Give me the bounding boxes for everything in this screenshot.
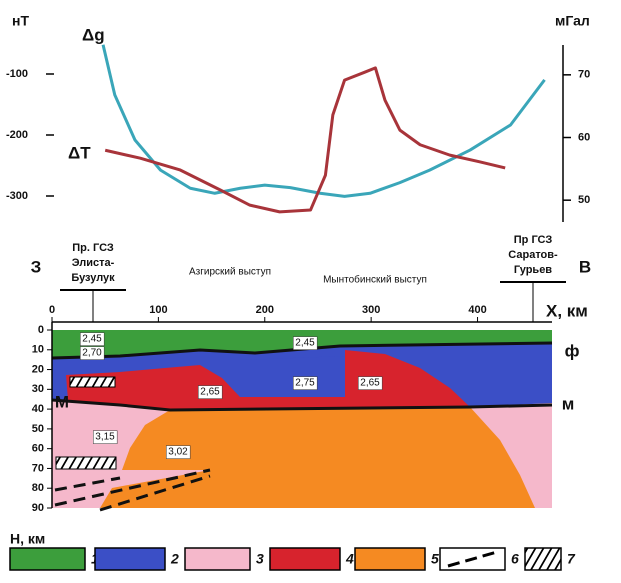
- data-line: [101, 44, 546, 198]
- y-tick-label: 20: [32, 363, 44, 375]
- y-axis-label: Н, км: [10, 531, 45, 547]
- profile-label: Гурьев: [514, 264, 552, 276]
- density-label: 2,45: [295, 338, 315, 349]
- series-label: ΔT: [68, 143, 91, 162]
- y2-tick-label: 50: [578, 194, 590, 206]
- density-box: [80, 332, 105, 346]
- moho: [51, 398, 553, 412]
- boundary-label: М: [55, 392, 69, 411]
- feature-label: Азгирский выступ: [189, 267, 271, 278]
- data-line: [104, 66, 506, 214]
- legend-label: 5: [431, 551, 439, 567]
- x-tick-label: 300: [362, 304, 380, 316]
- profile-label: Бузулук: [71, 272, 115, 284]
- density-box: [80, 346, 105, 360]
- boundary-label: м: [562, 394, 575, 413]
- fault-dash: [99, 474, 211, 512]
- fault-dash: [54, 468, 211, 507]
- density-box: [358, 376, 383, 390]
- legend-label: 2: [170, 551, 179, 567]
- legend-label: 6: [511, 551, 519, 567]
- legend-swatch: [94, 547, 166, 571]
- orange-body: [100, 407, 535, 508]
- density-label: 3,15: [95, 432, 115, 443]
- y2-axis-label: мГал: [555, 13, 590, 29]
- density-label: 2,65: [360, 378, 380, 389]
- profile-label: Пр. ГСЗ: [72, 242, 114, 254]
- fault-dash: [54, 476, 121, 492]
- y-tick-label: -200: [6, 129, 28, 141]
- profile-label: Пр ГСЗ: [514, 234, 553, 246]
- legend-swatch: [524, 547, 562, 571]
- y-tick-label: 10: [32, 344, 44, 356]
- series-label: Δg: [82, 25, 105, 44]
- y2-tick-label: 70: [578, 69, 590, 81]
- legend-swatch: [269, 547, 341, 571]
- y-tick-label: 50: [32, 423, 44, 435]
- y-tick-label: 30: [32, 383, 44, 395]
- y-tick-label: 70: [32, 462, 44, 474]
- legend-dash: [447, 550, 498, 568]
- legend-swatch: [184, 547, 251, 571]
- y-tick-label: 80: [32, 482, 44, 494]
- profile-label: Элиста-: [72, 257, 115, 269]
- density-box: [293, 376, 318, 390]
- f-boundary: [51, 341, 553, 360]
- boundary-label: ф: [565, 341, 580, 360]
- y-tick-label: 90: [32, 502, 44, 514]
- density-box: [293, 336, 318, 350]
- density-label: 2,45: [82, 334, 102, 345]
- legend-label: 3: [256, 551, 264, 567]
- legend-label: 4: [345, 551, 354, 567]
- profile-label: Саратов-: [508, 249, 558, 261]
- hatch-zone: [69, 376, 116, 388]
- y-axis-label: нТ: [12, 13, 29, 29]
- legend-swatch: [9, 547, 86, 571]
- x-tick-label: 100: [149, 304, 167, 316]
- section-layers: [51, 330, 553, 512]
- y-tick-label: 0: [38, 324, 44, 336]
- y-tick-label: 40: [32, 403, 44, 415]
- blue-window: [240, 356, 345, 396]
- y-tick-label: -100: [6, 68, 28, 80]
- density-box: [198, 385, 223, 399]
- density-label: 3,02: [168, 447, 188, 458]
- x-tick-label: 200: [256, 304, 274, 316]
- red-body: [66, 350, 470, 410]
- x-tick-label: 0: [49, 304, 55, 316]
- side-label: В: [579, 257, 591, 276]
- side-label: З: [31, 257, 42, 276]
- x-tick-label: 400: [468, 304, 486, 316]
- legend-swatch: [354, 547, 426, 571]
- feature-label: Мынтобинский выступ: [323, 274, 427, 286]
- density-label: 2,75: [295, 378, 315, 389]
- y-tick-label: 60: [32, 443, 44, 455]
- density-label: 2,65: [200, 387, 220, 398]
- x-axis-label: X, км: [546, 301, 588, 320]
- y2-tick-label: 60: [578, 131, 590, 143]
- density-box: [166, 445, 191, 459]
- hatch-zone: [55, 456, 117, 470]
- legend-label: 7: [567, 551, 576, 567]
- density-box: [93, 430, 118, 444]
- density-label: 2,70: [82, 348, 102, 359]
- y-tick-label: -300: [6, 190, 28, 202]
